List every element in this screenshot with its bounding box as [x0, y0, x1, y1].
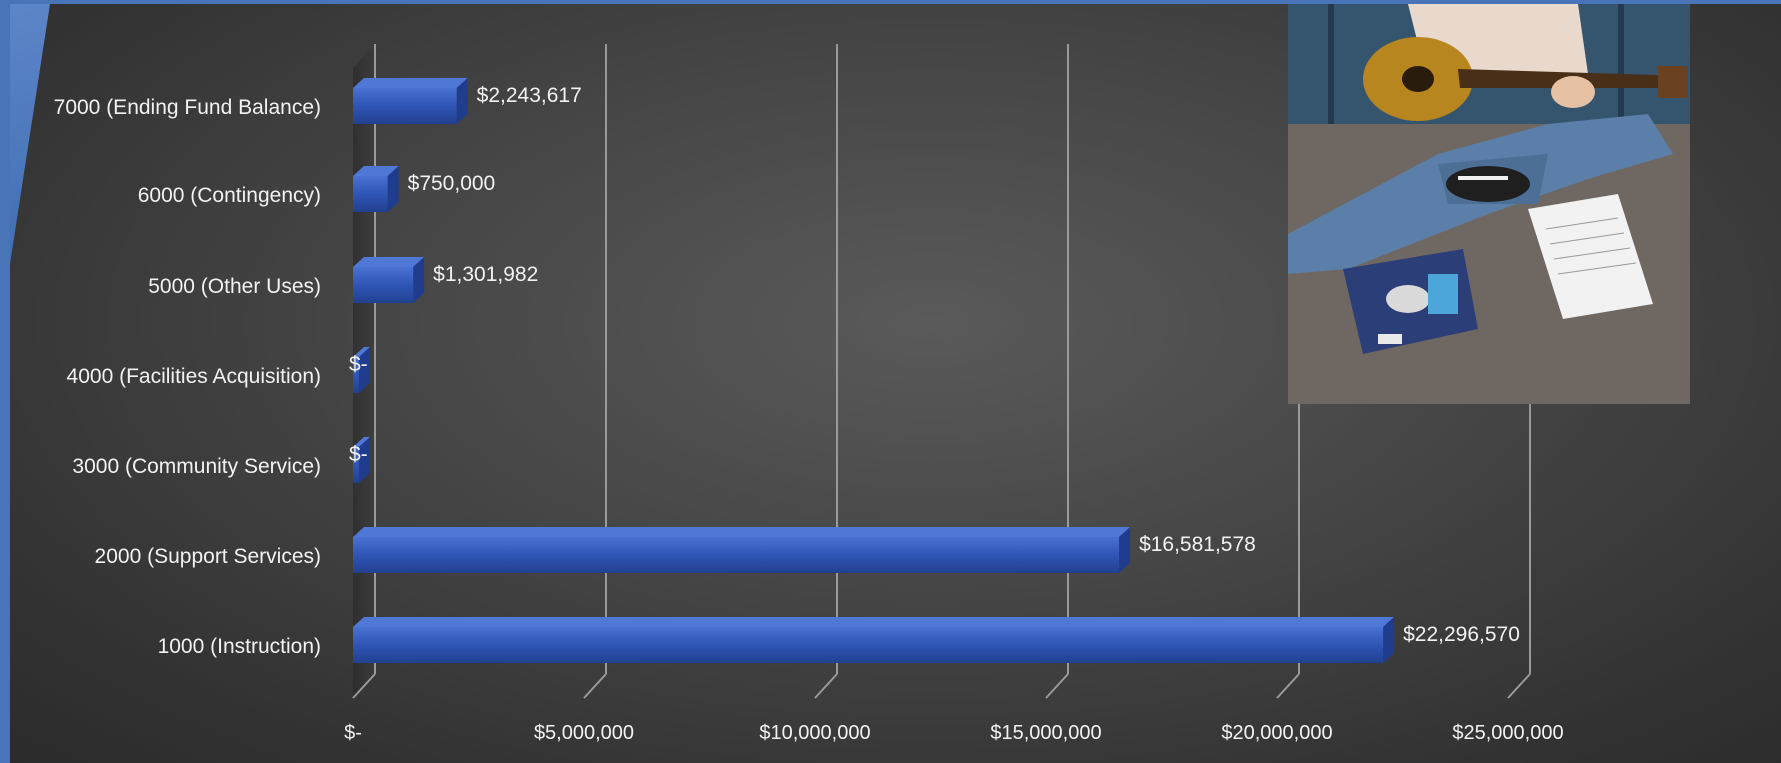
guitar-player-photo [1288, 4, 1690, 404]
data-label: $1,301,982 [433, 263, 538, 286]
expenditure-bar-chart: $- $5,000,000 $10,000,000 $15,000,000 $20,00… [54, 44, 1564, 744]
data-label: $22,296,570 [1403, 623, 1520, 646]
x-tick-label: $25,000,000 [1452, 722, 1563, 744]
bar-end-face [359, 347, 370, 393]
gridline-floor [352, 673, 376, 699]
category-label: 4000 (Facilities Acquisition) [67, 365, 321, 388]
bar [353, 267, 414, 303]
data-label: $2,243,617 [477, 84, 582, 107]
gridline-floor [1507, 673, 1531, 699]
gridline-floor [583, 673, 607, 699]
bar-end-face [387, 166, 399, 212]
bar-end-face [1119, 527, 1131, 573]
gridline-floor [814, 673, 838, 699]
category-label: 7000 (Ending Fund Balance) [54, 96, 321, 119]
data-label: $- [349, 353, 368, 376]
bar [353, 537, 1120, 573]
bar-end-face [413, 257, 425, 303]
bar-end-face [359, 437, 370, 483]
gridline-floor [1045, 673, 1069, 699]
bar-top-face [353, 166, 399, 176]
bar [353, 627, 1384, 663]
category-label: 1000 (Instruction) [158, 635, 321, 658]
bar-top-face [353, 347, 370, 357]
slide-background: $- $5,000,000 $10,000,000 $15,000,000 $20,00… [10, 4, 1781, 763]
bar-top-face [353, 437, 370, 447]
bar-top-face [353, 617, 1395, 627]
category-label: 5000 (Other Uses) [148, 275, 321, 298]
x-tick-label: $10,000,000 [759, 722, 870, 744]
x-tick-label: $20,000,000 [1221, 722, 1332, 744]
bar-end-face [1383, 617, 1395, 663]
bar-top-face [353, 527, 1131, 537]
data-label: $- [349, 443, 368, 466]
bar [353, 176, 388, 212]
bar-top-face [353, 78, 468, 88]
data-label: $16,581,578 [1139, 533, 1256, 556]
bar-end-face [456, 78, 468, 124]
bar-top-face [353, 257, 425, 267]
data-label: $750,000 [408, 172, 496, 195]
bar [353, 88, 457, 124]
x-tick-label: $15,000,000 [990, 722, 1101, 744]
x-tick-label: $- [344, 722, 362, 744]
bar [353, 447, 359, 483]
gridline-floor [1276, 673, 1300, 699]
bar [353, 357, 359, 393]
category-label: 6000 (Contingency) [138, 184, 321, 207]
category-label: 3000 (Community Service) [72, 455, 321, 478]
x-tick-label: $5,000,000 [534, 722, 634, 744]
category-label: 2000 (Support Services) [95, 545, 321, 568]
